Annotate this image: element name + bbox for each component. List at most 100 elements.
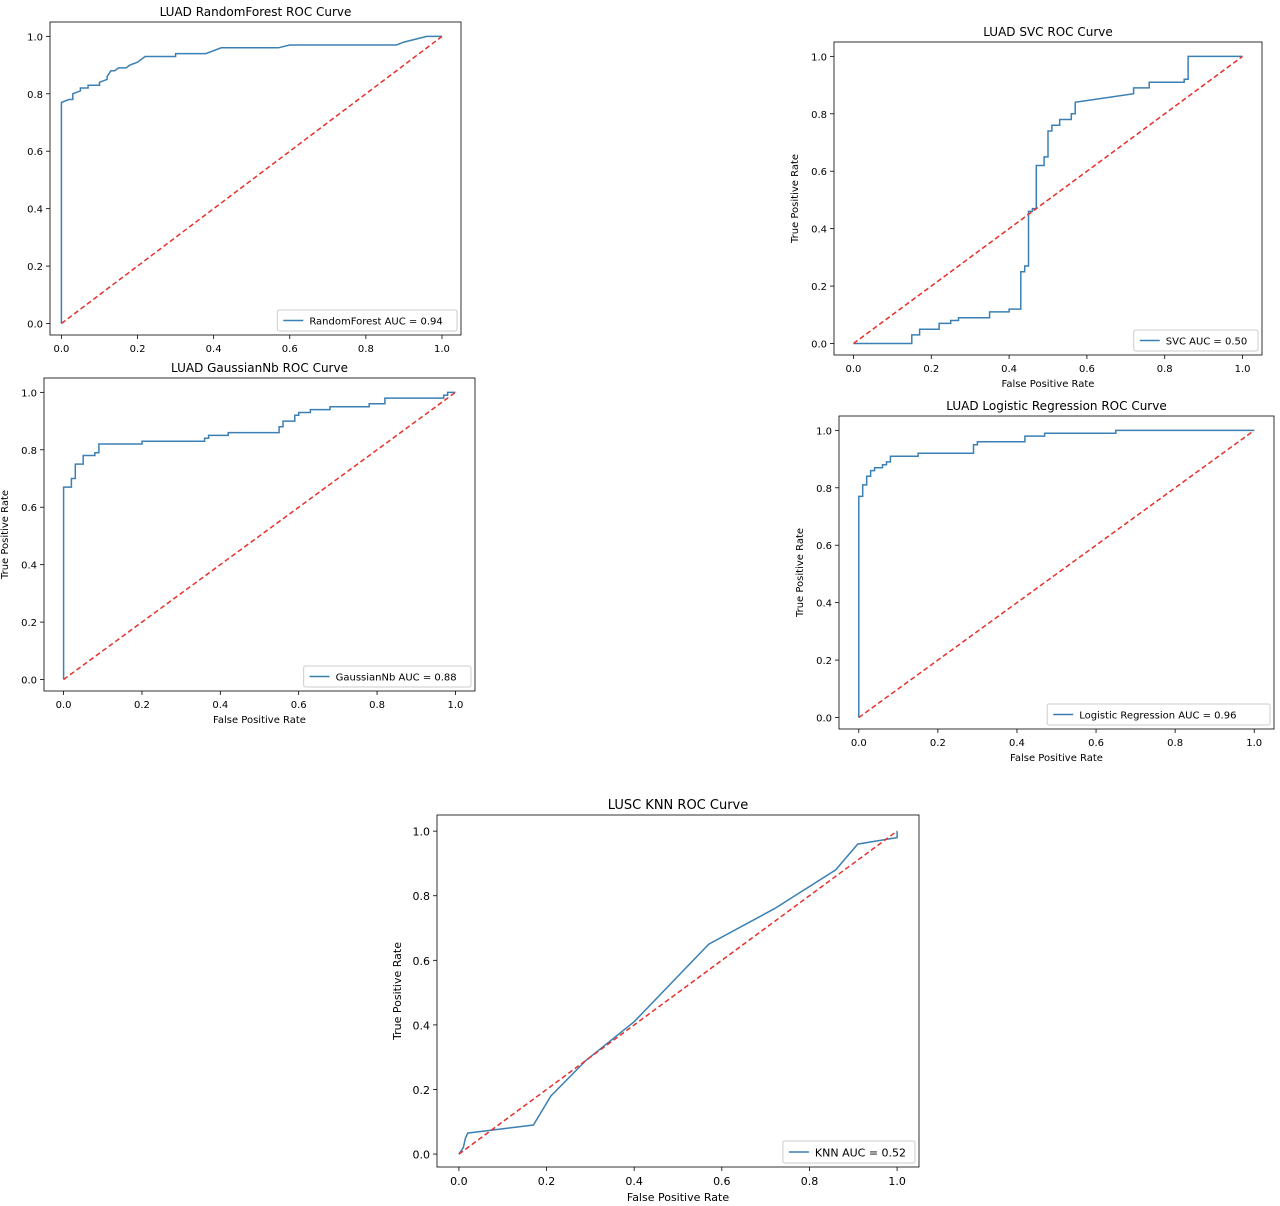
chart-title: LUAD RandomForest ROC Curve — [160, 5, 352, 19]
plot-area — [43, 377, 476, 692]
legend-label: Logistic Regression AUC = 0.96 — [1079, 711, 1236, 722]
y-tick-label: 0.0 — [21, 676, 37, 687]
y-tick-label: 0.0 — [27, 320, 43, 331]
x-tick-label: 0.6 — [282, 344, 298, 355]
x-axis-label: False Positive Rate — [1010, 753, 1103, 764]
chart-title: LUAD GaussianNb ROC Curve — [171, 361, 348, 375]
y-tick-label: 0.2 — [27, 262, 43, 273]
y-tick-label: 0.2 — [21, 618, 37, 629]
chance-diagonal-line — [853, 55, 1243, 345]
y-tick-label: 1.0 — [27, 32, 43, 43]
x-tick-label: 0.8 — [801, 1175, 819, 1188]
x-tick-label: 0.2 — [134, 700, 150, 711]
y-axis-label: True Positive Rate — [795, 528, 806, 618]
x-tick-label: 0.2 — [930, 738, 946, 749]
y-tick-label: 0.6 — [21, 503, 37, 514]
x-tick-label: 0.6 — [1079, 364, 1095, 375]
y-tick-label: 0.2 — [811, 282, 827, 293]
chart-svg: LUAD Logistic Regression ROC Curve 0.0 0.2… — [795, 399, 1275, 764]
plot-area — [436, 814, 920, 1168]
chart-luad-logistic-regression: LUAD Logistic Regression ROC Curve 0.0 0.2… — [795, 394, 1275, 766]
x-tick-label: 1.0 — [434, 344, 450, 355]
roc-curve-line — [60, 35, 442, 324]
x-tick-label: 0.4 — [1009, 738, 1025, 749]
chart-luad-gaussiannb: LUAD GaussianNb ROC Curve 0.0 0.2 0.4 0.6 0.8… — [0, 356, 480, 728]
y-tick-label: 0.6 — [811, 167, 827, 178]
x-tick-label: 1.0 — [1235, 364, 1251, 375]
x-tick-label: 0.0 — [846, 364, 862, 375]
legend-label: SVC AUC = 0.50 — [1166, 337, 1248, 348]
chart-svg: LUAD GaussianNb ROC Curve 0.0 0.2 0.4 0.6 0.8… — [0, 361, 476, 726]
chart-svg: LUAD RandomForest ROC Curve 0.0 0.2 0.4 0.6 0… — [27, 5, 462, 355]
x-tick-label: 0.8 — [1157, 364, 1173, 375]
x-tick-label: 1.0 — [888, 1175, 906, 1188]
y-tick-label: 0.4 — [816, 599, 832, 610]
legend-box — [1046, 703, 1271, 726]
y-tick-label: 0.8 — [21, 446, 37, 457]
legend-label: KNN AUC = 0.52 — [815, 1147, 906, 1160]
y-tick-label: 0.4 — [27, 205, 43, 216]
chart-lusc-knn: LUSC KNN ROC Curve 0.0 0.2 0.4 0.6 0.8 1.0 0.0 0… — [390, 790, 922, 1204]
x-tick-label: 1.0 — [1246, 738, 1262, 749]
legend-box — [1133, 329, 1259, 352]
roc-curve-line — [853, 55, 1243, 345]
x-tick-label: 0.6 — [713, 1175, 731, 1188]
y-axis-label: True Positive Rate — [0, 490, 11, 580]
chance-diagonal-line — [458, 830, 898, 1155]
y-tick-label: 0.4 — [21, 561, 37, 572]
plot-area — [833, 41, 1263, 356]
chart-luad-randomforest: LUAD RandomForest ROC Curve 0.0 0.2 0.4 0.6 0… — [0, 0, 470, 362]
y-axis-label: True Positive Rate — [391, 942, 404, 1041]
x-tick-label: 0.8 — [1167, 738, 1183, 749]
x-tick-label: 0.8 — [369, 700, 385, 711]
x-tick-label: 0.6 — [291, 700, 307, 711]
y-tick-label: 1.0 — [21, 388, 37, 399]
roc-curve-line — [62, 391, 456, 680]
roc-curve-line — [458, 831, 898, 1155]
x-axis-label: False Positive Rate — [1002, 379, 1095, 390]
x-tick-label: 0.0 — [56, 700, 72, 711]
plot-area — [49, 21, 462, 336]
x-tick-label: 1.0 — [447, 700, 463, 711]
chance-diagonal-line — [60, 35, 443, 325]
roc-curve-line — [858, 429, 1255, 718]
y-tick-label: 0.0 — [816, 714, 832, 725]
y-tick-label: 0.2 — [413, 1084, 431, 1097]
y-tick-label: 0.6 — [413, 955, 431, 968]
y-tick-label: 0.6 — [27, 147, 43, 158]
y-tick-label: 1.0 — [413, 826, 431, 839]
legend-label: GaussianNb AUC = 0.88 — [336, 673, 457, 684]
y-tick-label: 0.8 — [413, 890, 431, 903]
y-tick-label: 0.8 — [811, 110, 827, 121]
x-tick-label: 0.4 — [1001, 364, 1017, 375]
x-tick-label: 0.8 — [358, 344, 374, 355]
y-tick-label: 0.6 — [816, 541, 832, 552]
chart-title: LUAD Logistic Regression ROC Curve — [946, 399, 1166, 413]
legend-box — [782, 1140, 916, 1164]
y-tick-label: 0.0 — [811, 340, 827, 351]
y-axis-label: True Positive Rate — [790, 154, 801, 244]
chance-diagonal-line — [63, 391, 456, 681]
x-tick-label: 0.2 — [538, 1175, 556, 1188]
chance-diagonal-line — [858, 429, 1255, 719]
y-tick-label: 0.8 — [27, 90, 43, 101]
chart-svg: LUAD SVC ROC Curve 0.0 0.2 0.4 0.6 0.8 1.0 0.0 0… — [790, 25, 1263, 390]
x-tick-label: 0.2 — [130, 344, 146, 355]
y-tick-label: 0.8 — [816, 484, 832, 495]
x-tick-label: 0.6 — [1088, 738, 1104, 749]
y-tick-label: 0.2 — [816, 656, 832, 667]
x-tick-label: 0.4 — [206, 344, 222, 355]
y-tick-label: 0.4 — [811, 225, 827, 236]
chart-svg: LUSC KNN ROC Curve 0.0 0.2 0.4 0.6 0.8 1.0 0.0 0… — [391, 798, 920, 1204]
legend-box — [303, 665, 472, 688]
x-tick-label: 0.0 — [851, 738, 867, 749]
x-tick-label: 0.2 — [923, 364, 939, 375]
x-tick-label: 0.0 — [450, 1175, 468, 1188]
legend-label: RandomForest AUC = 0.94 — [309, 317, 442, 328]
chart-title: LUAD SVC ROC Curve — [983, 25, 1113, 39]
legend-box — [276, 309, 458, 332]
y-tick-label: 0.4 — [413, 1019, 431, 1032]
y-tick-label: 1.0 — [816, 426, 832, 437]
plot-area — [838, 415, 1275, 730]
chart-title: LUSC KNN ROC Curve — [608, 798, 749, 813]
